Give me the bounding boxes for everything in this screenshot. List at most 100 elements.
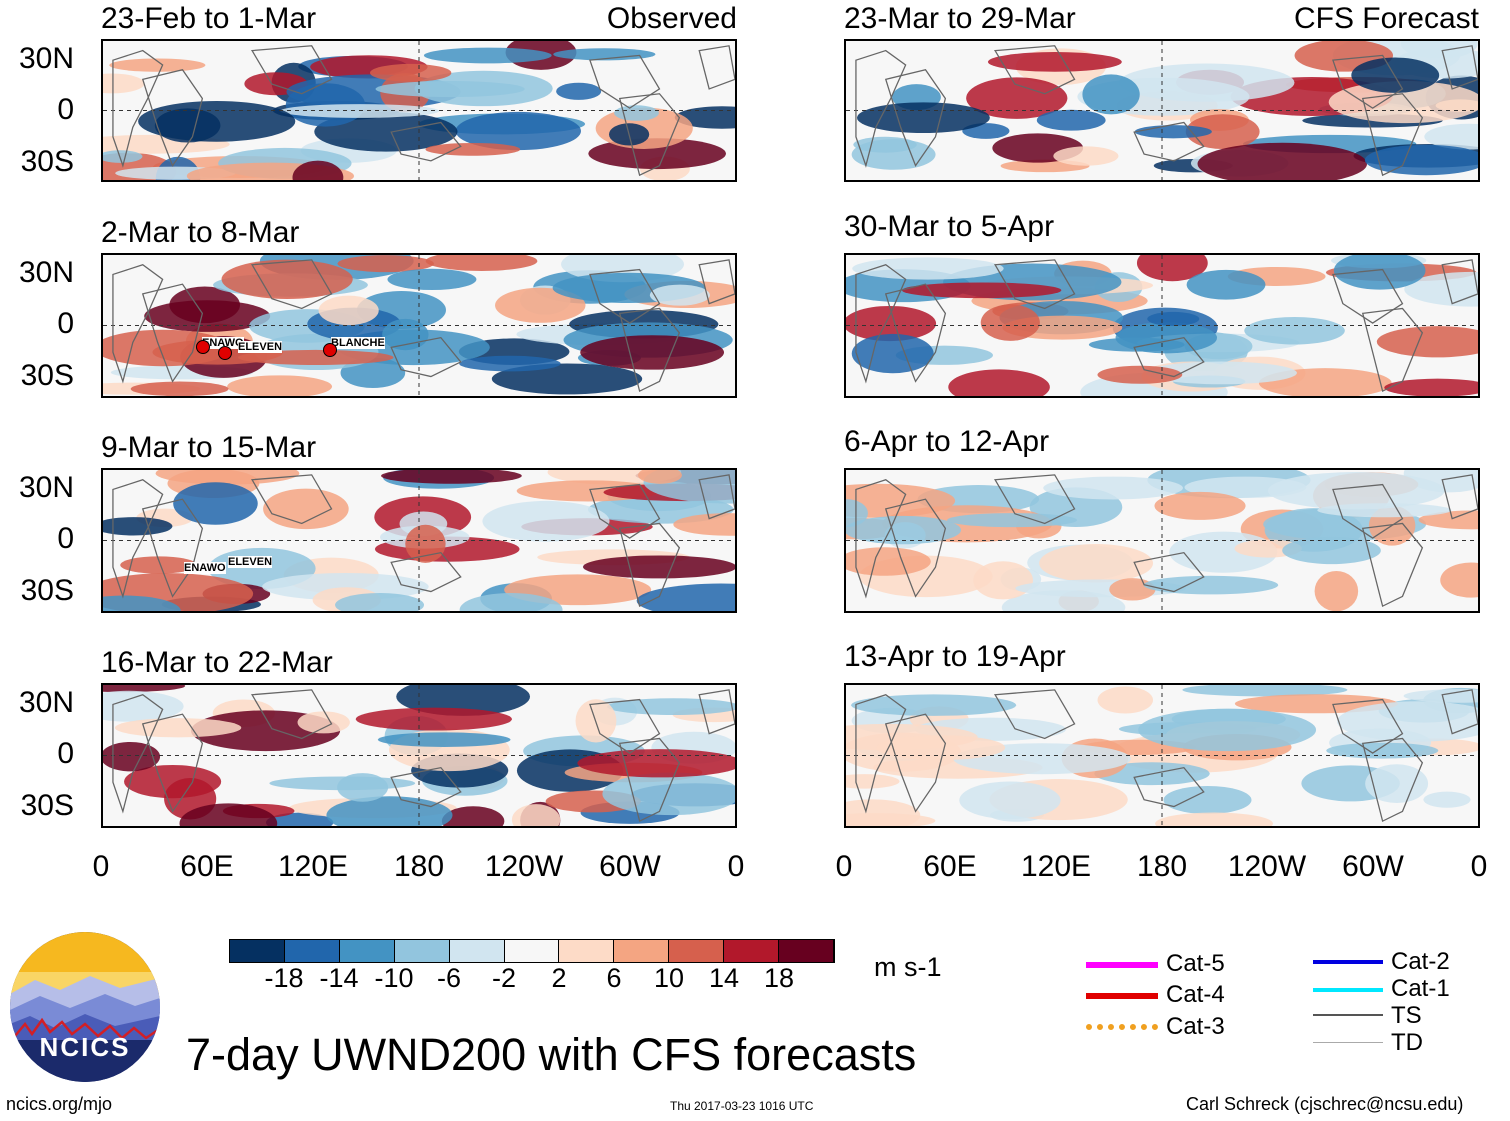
coastline: [618, 737, 681, 823]
storm-label: BLANCHE: [331, 337, 385, 349]
coastline: [1332, 698, 1404, 754]
lat-tick-label: 30S: [20, 359, 74, 392]
anomaly-blob: [966, 77, 1068, 119]
colorbar-tick-label: -2: [491, 963, 516, 993]
anomaly-blob: [318, 295, 379, 326]
anomaly-blob: [649, 284, 710, 306]
lat-tick-label: 0: [57, 307, 74, 340]
lat-tick-label: 30N: [18, 686, 74, 719]
anomaly-blob: [987, 52, 1122, 72]
lon-tick-label: 60W: [599, 850, 661, 883]
anomaly-blob: [1403, 689, 1478, 703]
map-panel-forecast-2: [844, 253, 1480, 398]
coastline: [1332, 483, 1404, 539]
footer-site-link[interactable]: ncics.org/mjo: [6, 1094, 113, 1114]
colorbar-swatch: [449, 940, 505, 962]
anomaly-blob: [1138, 708, 1317, 752]
coastline: [589, 483, 661, 539]
panel-title: 13-Apr to 19-Apr: [844, 640, 1066, 673]
lon-tick-label: 60E: [180, 850, 234, 883]
anomaly-blob: [491, 363, 643, 395]
anomaly-blob: [103, 595, 181, 611]
lon-tick-label: 120W: [1227, 850, 1307, 883]
ncics-logo: NCICS: [10, 932, 160, 1082]
coastline: [1133, 551, 1205, 593]
coastline: [698, 474, 735, 520]
colorbar-swatch: [394, 940, 450, 962]
anomaly-blob: [459, 355, 561, 372]
storm-label: ELEVEN: [238, 341, 283, 353]
colorbar-tick-label: -14: [319, 963, 359, 993]
anomaly-blob: [851, 333, 934, 374]
coastline: [1441, 689, 1478, 735]
coastline: [141, 69, 204, 167]
coastline: [618, 93, 681, 177]
anomaly-blob: [1154, 491, 1246, 520]
lat-tick-label: 30N: [18, 42, 74, 75]
anomaly-blob: [130, 381, 229, 396]
anomaly-blob: [846, 515, 962, 545]
anomaly-blob: [1337, 701, 1478, 742]
anomaly-blob: [556, 82, 602, 100]
anomaly-blob: [1147, 311, 1200, 326]
coastline: [855, 264, 907, 384]
lon-tick-label: 0: [835, 850, 853, 883]
anomaly-blob: [846, 305, 937, 342]
map-panel-observed-1: [101, 39, 737, 182]
anomaly-blob: [511, 804, 561, 826]
anomaly-blob: [482, 500, 610, 542]
anomaly-blob: [1118, 63, 1295, 102]
coastline: [1133, 766, 1205, 808]
panel-title: 23-Feb to 1-Mar: [101, 2, 317, 35]
anomaly-blob: [553, 48, 656, 61]
legend-swatch-cat4: [1086, 993, 1158, 999]
legend-label: Cat-3: [1166, 1013, 1225, 1040]
anomaly-blob: [1186, 269, 1266, 300]
lon-tick-label: 0: [727, 850, 745, 883]
anomaly-blob: [1097, 365, 1183, 384]
storm-label: ELEVEN: [228, 556, 273, 568]
anomaly-blob: [370, 63, 452, 82]
coastline: [884, 283, 947, 383]
anomaly-blob: [292, 160, 344, 180]
anomaly-blob: [173, 482, 258, 525]
colorbar-tick-label: 18: [763, 963, 795, 993]
coastline: [250, 689, 333, 740]
coastline: [855, 49, 907, 168]
legend-label: Cat-1: [1391, 975, 1450, 1002]
colorbar-swatch: [559, 940, 615, 962]
coastline: [1361, 307, 1424, 393]
anomaly-blob: [114, 718, 242, 738]
anomaly-blob: [377, 732, 511, 747]
coastline: [1361, 93, 1424, 177]
units-label: m s-1: [874, 952, 942, 982]
coastline: [141, 283, 204, 383]
anomaly-blob: [269, 776, 416, 791]
coastline: [1441, 474, 1478, 520]
anomaly-blob: [673, 513, 735, 536]
colorbar-swatch: [504, 940, 560, 962]
panel-title: 2-Mar to 8-Mar: [101, 216, 300, 249]
coastline: [618, 307, 681, 393]
panel-title: 16-Mar to 22-Mar: [101, 646, 333, 679]
colorbar-tick-label: 14: [708, 963, 740, 993]
anomaly-blob: [1418, 510, 1478, 530]
coastline: [390, 551, 462, 593]
lat-tick-label: 30S: [20, 789, 74, 822]
anomaly-blob: [973, 561, 1033, 600]
colorbar-swatch: [779, 940, 834, 962]
coastline: [112, 479, 164, 599]
anomaly-blob: [459, 593, 563, 611]
coastline: [698, 259, 735, 305]
anomaly-blob: [980, 304, 1040, 341]
coastline: [698, 45, 735, 90]
coastline: [390, 121, 462, 162]
anomaly-blob: [1109, 578, 1156, 601]
anomaly-blob: [425, 142, 521, 156]
footer-credit: Carl Schreck (cjschrec@ncsu.edu): [1186, 1094, 1464, 1114]
legend-swatch-cat3: [1086, 1024, 1158, 1030]
colorbar-tick-label: 10: [653, 963, 685, 993]
anomaly-blob: [614, 105, 659, 121]
colorbar-swatch: [230, 940, 285, 962]
coastline: [884, 69, 947, 167]
